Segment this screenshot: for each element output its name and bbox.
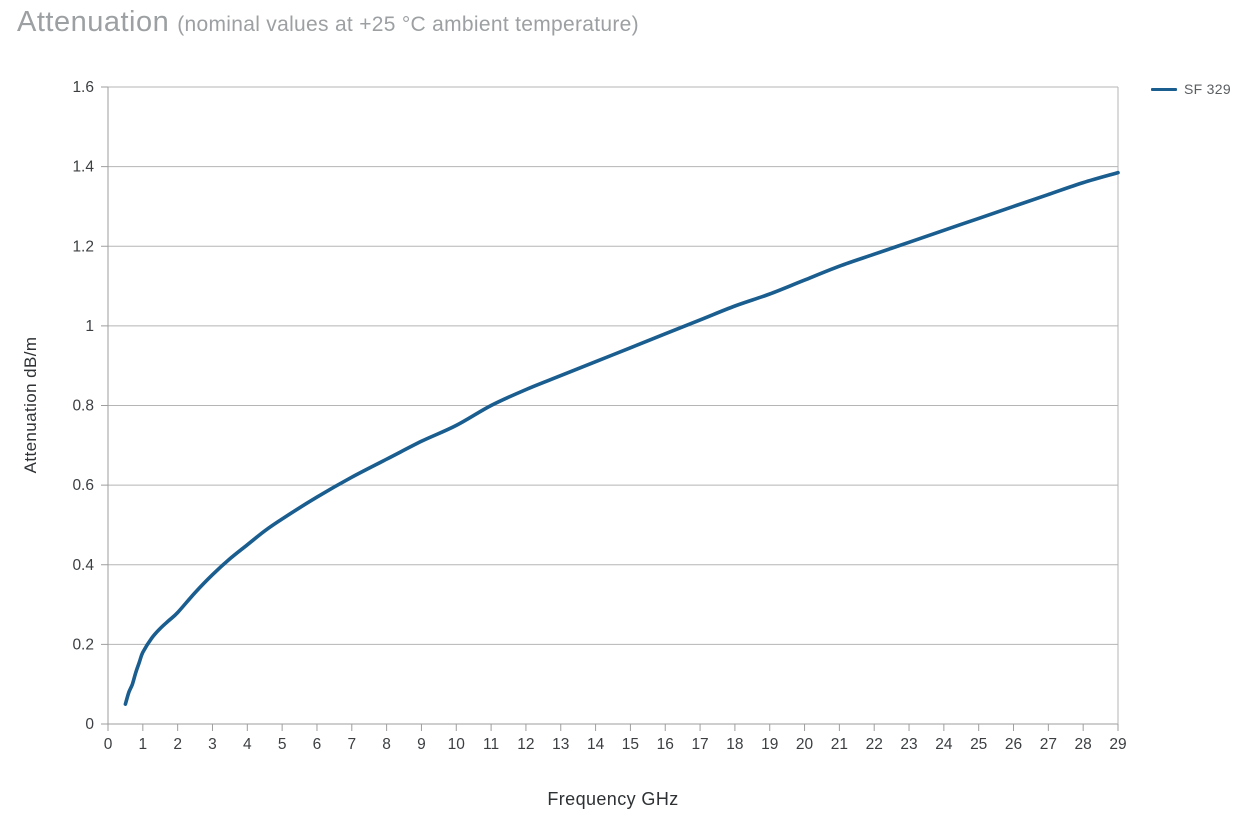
x-tick-label: 23	[900, 736, 917, 753]
attenuation-line-chart: 00.20.40.60.811.21.41.60 1 2 3 4 5 6 7 8 9 10 11 12 1…	[72, 79, 1126, 753]
y-tick-label: 1.4	[72, 159, 94, 176]
legend-series-label: SF 329	[1184, 81, 1231, 97]
chart-title-subtitle: (nominal values at +25 °C ambient temper…	[177, 13, 639, 36]
x-axis-title: Frequency GHz	[547, 789, 679, 809]
x-tick-label: 0	[104, 736, 113, 753]
x-tick-label: 7	[347, 736, 356, 753]
x-tick-label: 1	[139, 736, 148, 753]
x-tick-label: 20	[796, 736, 814, 753]
x-tick-label: 19	[761, 736, 778, 753]
x-tick-label: 13	[552, 736, 569, 753]
x-tick-label: 26	[1005, 736, 1022, 753]
x-tick-label: 25	[970, 736, 987, 753]
x-tick-label: 18	[726, 736, 743, 753]
x-tick-label: 15	[622, 736, 639, 753]
y-tick-label: 1.2	[72, 238, 94, 255]
y-tick-label: 0.8	[72, 398, 94, 415]
x-tick-label: 5	[278, 736, 287, 753]
y-tick-label: 0.2	[72, 636, 94, 653]
y-tick-label: 1	[85, 318, 94, 335]
y-tick-label: 0	[85, 716, 94, 733]
x-tick-label: 11	[483, 736, 499, 753]
chart-title: Attenuation (nominal values at +25 °C am…	[17, 6, 639, 39]
x-tick-label: 16	[657, 736, 674, 753]
x-tick-label: 9	[417, 736, 426, 753]
x-tick-label: 6	[313, 736, 322, 753]
y-tick-label: 0.6	[72, 477, 94, 494]
y-tick-label: 0.4	[72, 557, 94, 574]
x-tick-label: 22	[866, 736, 883, 753]
x-tick-label: 14	[587, 736, 605, 753]
series-curve-sf-329	[123, 170, 1120, 706]
chart-title-main: Attenuation	[17, 6, 170, 38]
y-axis-title: Attenuation dB/m	[21, 336, 40, 474]
x-tick-label: 21	[831, 736, 848, 753]
x-tick-label: 27	[1040, 736, 1057, 753]
x-tick-label: 3	[208, 736, 217, 753]
x-tick-label: 12	[517, 736, 534, 753]
legend: SF 329	[1151, 81, 1231, 97]
x-tick-label: 2	[173, 736, 182, 753]
x-tick-label: 28	[1075, 736, 1092, 753]
legend-line-swatch	[1151, 87, 1177, 91]
x-tick-label: 29	[1109, 736, 1126, 753]
x-tick-label: 17	[691, 736, 708, 753]
x-tick-label: 24	[935, 736, 953, 753]
x-tick-label: 8	[382, 736, 391, 753]
y-tick-label: 1.6	[72, 79, 94, 96]
x-tick-label: 4	[243, 736, 252, 753]
x-tick-label: 10	[448, 736, 466, 753]
